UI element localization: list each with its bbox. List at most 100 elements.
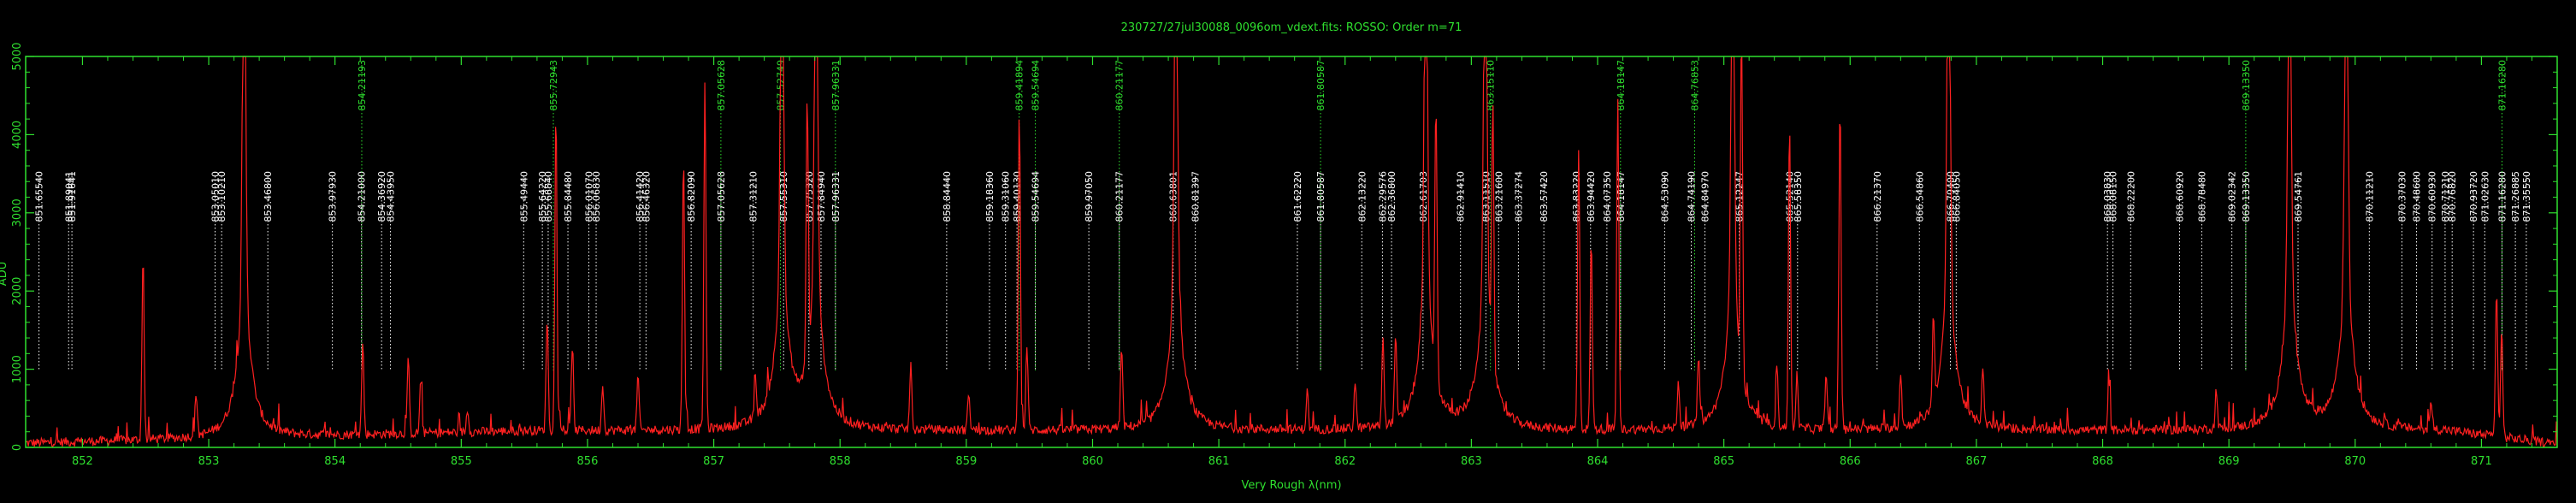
x-tick-label: 859: [955, 455, 977, 468]
reference-line-label: 853.10210: [216, 171, 227, 222]
reference-line-label: 853.46800: [263, 171, 274, 222]
reference-line-label: 869.54761: [2293, 171, 2304, 222]
reference-line-label: 864.84970: [1699, 171, 1710, 222]
x-tick-label: 869: [2219, 455, 2240, 468]
reference-line-label: 855.72943: [548, 60, 559, 111]
reference-line-label: 859.54694: [1031, 171, 1042, 222]
x-axis-label: Very Rough λ(nm): [1241, 479, 1341, 492]
x-tick-label: 857: [703, 455, 724, 468]
reference-line-label: 866.21370: [1872, 171, 1883, 222]
reference-line-label: 870.48600: [2412, 171, 2423, 222]
reference-line-label: 851.91641: [67, 171, 78, 222]
x-tick-label: 870: [2344, 455, 2366, 468]
reference-line-label: 868.08150: [2108, 171, 2119, 222]
spectrum-group: [25, 56, 2558, 448]
x-tick-label: 863: [1461, 455, 1482, 468]
reference-line-label: 857.55310: [778, 171, 789, 222]
reference-line-label: 857.05628: [716, 60, 727, 111]
y-tick-label: 2000: [11, 277, 24, 305]
reference-line-label: 858.84440: [942, 171, 953, 222]
x-tick-label: 867: [1965, 455, 1987, 468]
reference-line-label: 860.21177: [1114, 60, 1126, 111]
y-tick-label: 1000: [11, 355, 24, 383]
reference-line-label: 864.74190: [1687, 171, 1698, 222]
reference-line-label: 859.18360: [984, 171, 996, 222]
reference-line-label: 863.57420: [1539, 171, 1550, 222]
x-tick-label: 853: [198, 455, 220, 468]
x-tick-label: 854: [324, 455, 346, 468]
reference-line-label: 861.80587: [1315, 171, 1326, 222]
reference-line-label: 855.49440: [518, 171, 529, 222]
reference-line-label: 863.21600: [1493, 171, 1504, 222]
x-tick-label: 855: [451, 455, 472, 468]
reference-line-label: 862.91410: [1456, 171, 1467, 222]
y-axis-label: ADU: [0, 262, 9, 286]
reference-line-label: 859.97050: [1084, 171, 1095, 222]
x-tick-label: 861: [1208, 455, 1230, 468]
reference-line-label: 864.18147: [1616, 60, 1627, 111]
reference-line-label: 868.22200: [2125, 171, 2136, 222]
reference-line-label: 870.60930: [2427, 171, 2438, 222]
reference-line-label: 863.15110: [1486, 60, 1497, 111]
reference-line-label: 855.64220: [537, 171, 548, 222]
reference-line-label: 868.60920: [2174, 171, 2185, 222]
reference-line-label: 856.41420: [635, 171, 646, 222]
reference-line-label: 862.13220: [1356, 171, 1368, 222]
reference-line-label: 862.36800: [1386, 171, 1397, 222]
reference-line-label: 871.16280: [2496, 171, 2508, 222]
reference-line-label: 860.21177: [1114, 171, 1126, 222]
reference-line-label: 862.29576: [1377, 171, 1388, 222]
reference-line-label: 853.97930: [328, 171, 339, 222]
reference-line-label: 861.80587: [1315, 60, 1326, 111]
reference-line-label: 856.82090: [686, 171, 697, 222]
reference-line-label: 853.05010: [210, 171, 221, 222]
reference-line-label: 857.05628: [716, 171, 727, 222]
reference-line-label: 856.46320: [641, 171, 652, 222]
reference-line-label: 863.83220: [1571, 171, 1582, 222]
reference-line-label: 863.37274: [1513, 171, 1524, 222]
reference-line-label: 871.35550: [2521, 171, 2532, 222]
reference-line-label: 865.58350: [1793, 171, 1804, 222]
x-tick-label: 871: [2471, 455, 2492, 468]
reference-line-label: 851.65540: [34, 171, 45, 222]
reference-line-label: 869.02342: [2227, 171, 2238, 222]
reference-line-label: 856.01070: [584, 171, 595, 222]
reference-line-label: 859.41894: [1014, 60, 1025, 111]
reference-line-label: 863.11510: [1480, 171, 1492, 222]
reference-line-label: 855.84480: [563, 171, 574, 222]
reference-line-label: 857.84940: [816, 171, 827, 222]
reference-line-label: 854.43950: [386, 171, 397, 222]
reference-line-label: 854.36920: [376, 171, 387, 222]
reference-line-label: 863.94420: [1586, 171, 1597, 222]
reference-line-label: 864.76853: [1689, 60, 1700, 111]
reference-line-label: 871.02630: [2479, 171, 2490, 222]
reference-line-label: 870.71210: [2440, 171, 2451, 222]
spectrum-line: [25, 56, 2558, 448]
reference-line-label: 868.78480: [2196, 171, 2207, 222]
reference-line-label: 855.68840: [543, 171, 554, 222]
plot-frame: [25, 56, 2558, 448]
reference-line-label: 859.54694: [1031, 60, 1042, 111]
reference-line-label: 869.13350: [2241, 60, 2252, 111]
y-tick-label: 3000: [11, 198, 24, 227]
x-tick-label: 852: [72, 455, 93, 468]
reference-line-label: 854.21193: [357, 60, 368, 111]
y-tick-label: 0: [11, 444, 24, 451]
reference-line-label: 859.31060: [1001, 171, 1012, 222]
reference-line-label: 859.40130: [1012, 171, 1023, 222]
reference-line-label: 870.37030: [2396, 171, 2408, 222]
reference-line-label: 864.53090: [1659, 171, 1670, 222]
x-tick-label: 864: [1587, 455, 1609, 468]
x-tick-label: 860: [1082, 455, 1103, 468]
reference-line-label: 857.96331: [830, 171, 842, 222]
reference-line-label: 866.84050: [1951, 171, 1962, 222]
reference-line-label: 857.96331: [830, 60, 842, 111]
x-tick-label: 862: [1334, 455, 1356, 468]
reference-line-label: 860.81397: [1191, 171, 1202, 222]
reference-line-label: 869.13350: [2241, 171, 2252, 222]
reference-line-label: 866.54860: [1914, 171, 1925, 222]
reference-line-label: 868.03830: [2102, 171, 2113, 222]
reference-line-label: 871.26885: [2510, 171, 2521, 222]
reference-line-label: 871.16280: [2496, 60, 2508, 111]
